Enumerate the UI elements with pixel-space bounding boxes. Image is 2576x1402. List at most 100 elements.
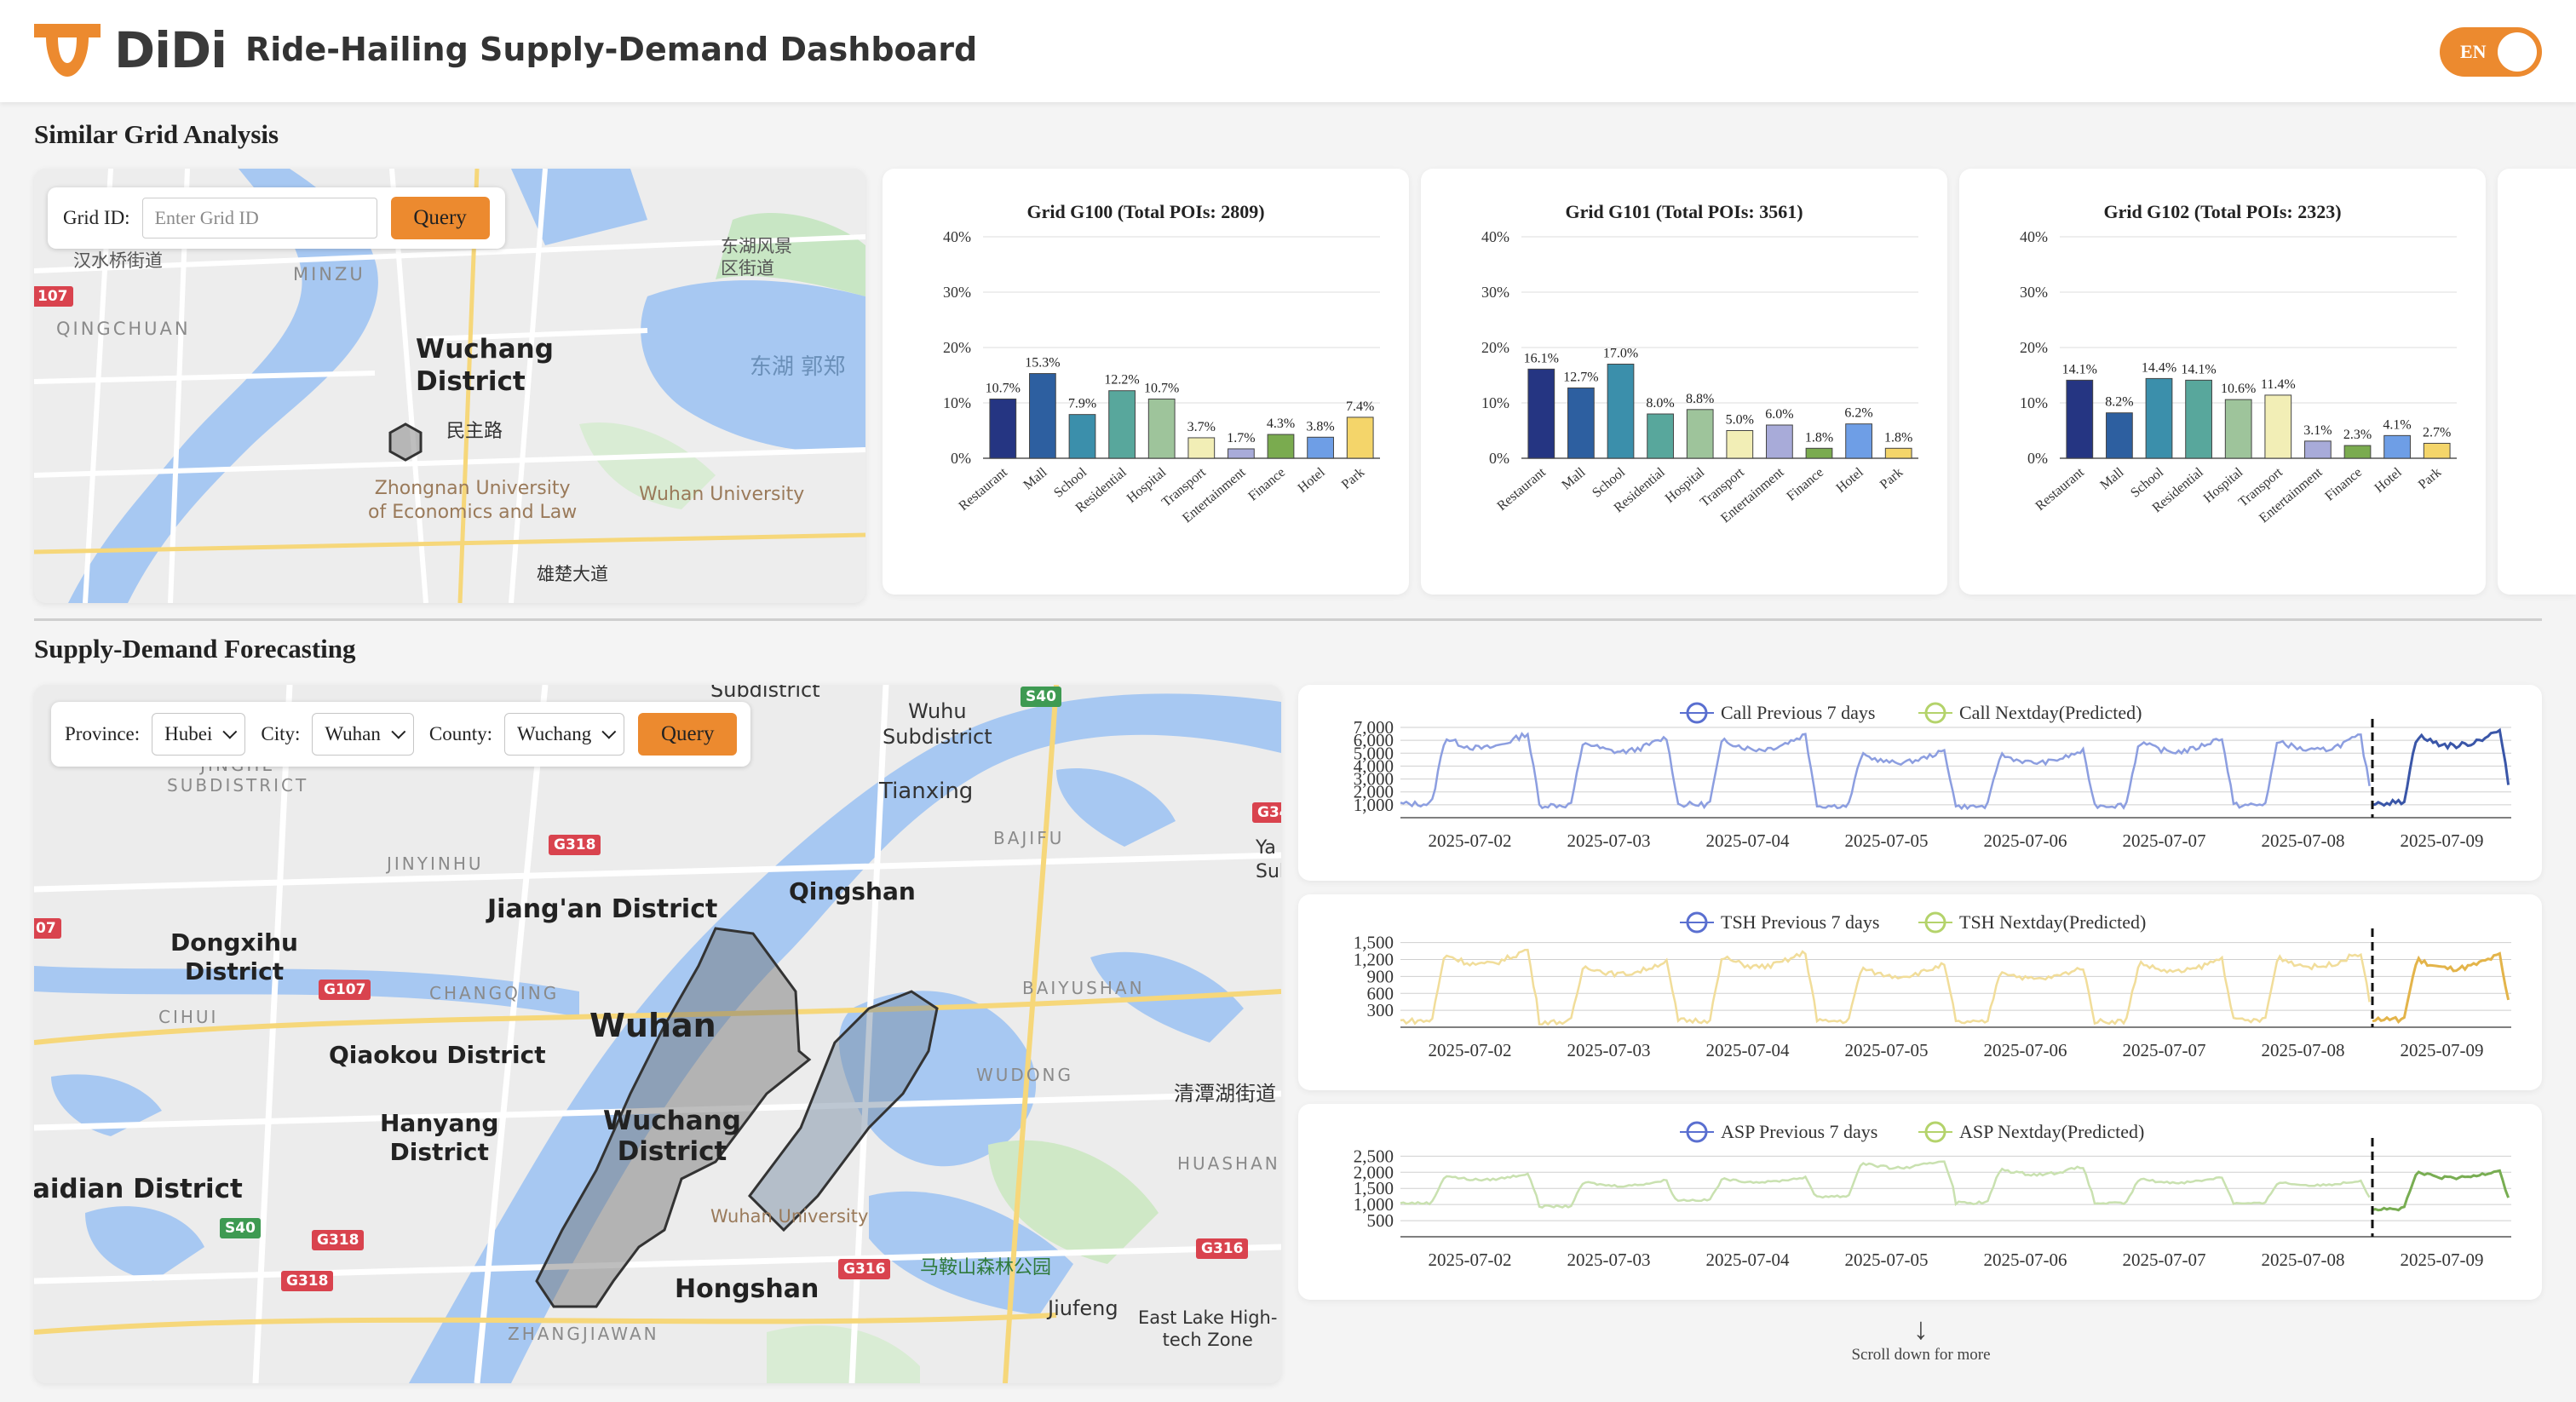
bar xyxy=(1726,430,1754,459)
bar-value-label: 14.1% xyxy=(2181,362,2216,376)
bar-value-label: 11.4% xyxy=(2261,377,2296,392)
map-label-baiyushan: BAIYUSHAN xyxy=(1022,978,1145,998)
bar xyxy=(1805,447,1833,459)
bar xyxy=(1108,390,1136,459)
map-label-dongxihu: Dongxihu District xyxy=(170,928,298,985)
map-label-changqing: CHANGQING xyxy=(429,983,560,1003)
road-shield-s40-a: S40 xyxy=(220,1218,261,1238)
grid-map[interactable]: Wuchang District MINZU QINGCHUAN 汉水桥街道 东… xyxy=(34,169,865,603)
map-label-minzu: MINZU xyxy=(293,264,365,284)
city-select-value: Wuhan xyxy=(325,723,381,744)
bar xyxy=(2304,440,2332,459)
map-label-cihui: CIHUI xyxy=(158,1007,219,1027)
bar-value-label: 12.7% xyxy=(1563,370,1598,384)
map-label-hanyang: Hanyang District xyxy=(380,1109,499,1166)
map-label-jiufeng: Jiufeng xyxy=(1048,1296,1118,1320)
scroll-hint-text: Scroll down for more xyxy=(1851,1346,1991,1364)
x-tick-label: Park xyxy=(1339,465,1367,492)
language-toggle-label: EN xyxy=(2460,41,2487,62)
bar xyxy=(1884,447,1912,459)
county-map-tiles xyxy=(34,685,1281,1383)
poi-chart-card-g101: Grid G101 (Total POIs: 3561) 0% 10% 20% 30% 4… xyxy=(1421,169,1947,595)
bar-value-label: 12.2% xyxy=(1104,373,1139,388)
x-tick-label: 2025-07-02 xyxy=(1429,1040,1512,1060)
y-tick-label: 40% xyxy=(1481,228,1509,245)
y-tick-label: 0% xyxy=(951,450,971,467)
scroll-hint[interactable]: ↓ Scroll down for more xyxy=(1814,1312,2027,1365)
bar-value-label: 10.7% xyxy=(986,381,1021,395)
didi-logo: DiDi xyxy=(32,20,227,80)
poi-chart-card-next[interactable] xyxy=(2498,169,2576,595)
bar-value-label: 8.0% xyxy=(1646,396,1674,411)
bar xyxy=(2106,412,2133,459)
series-chart-tsh: TSH Previous 7 days TSH Nextday(Predicted… xyxy=(1354,911,2511,1060)
map-label-jiangan: Jiang'an District xyxy=(487,894,718,924)
poi-chart-title: Grid G101 (Total POIs: 3561) xyxy=(1565,201,1803,222)
legend-prev-label: ASP Previous 7 days xyxy=(1721,1121,1877,1142)
map-label-subdistrict: Subdistrict xyxy=(710,685,820,702)
x-tick-label: 2025-07-09 xyxy=(2401,830,2484,851)
map-label-wuchang-district: Wuchang District xyxy=(603,1106,741,1167)
road-shield-g318-a: G318 xyxy=(549,835,601,855)
province-select[interactable]: Hubei xyxy=(152,713,246,756)
x-tick-label: Park xyxy=(2416,465,2444,492)
bar xyxy=(1686,409,1714,459)
grid-id-input[interactable] xyxy=(141,198,377,238)
bar xyxy=(1147,398,1176,459)
series-line-previous xyxy=(1400,948,2371,1026)
map-label-donghu-fengjing: 东湖风景 区街道 xyxy=(721,236,792,279)
bar xyxy=(1187,437,1216,459)
map-label-hongshan: Hongshan xyxy=(675,1274,819,1304)
y-tick-label: 5,000 xyxy=(1354,743,1394,763)
bar-value-label: 3.7% xyxy=(1187,420,1216,434)
map-label-jinyinhu: JINYINHU xyxy=(387,853,484,874)
y-tick-label: 4,000 xyxy=(1354,756,1394,776)
section-title-similar-grid: Similar Grid Analysis xyxy=(34,119,279,149)
bar xyxy=(2343,445,2372,459)
map-label-caidian: aidian District xyxy=(34,1174,243,1204)
poi-chart-title: Grid G102 (Total POIs: 2323) xyxy=(2103,201,2341,222)
series-card-call: Call Previous 7 days Call Nextday(Predict… xyxy=(1298,685,2542,881)
poi-chart-card-g100: Grid G100 (Total POIs: 2809) 0% 10% 20% 30% 4… xyxy=(883,169,1409,595)
y-tick-label: 6,000 xyxy=(1354,730,1394,750)
x-tick-label: 2025-07-06 xyxy=(1984,1040,2067,1060)
logo-text: DiDi xyxy=(114,21,227,79)
map-label-east-lake-hightech: East Lake High- tech Zone xyxy=(1138,1307,1278,1350)
series-line-predicted xyxy=(2372,1169,2510,1212)
county-select[interactable]: Wuchang xyxy=(504,713,625,756)
bar-value-label: 17.0% xyxy=(1603,347,1638,361)
y-tick-label: 10% xyxy=(943,394,971,411)
region-query-button[interactable]: Query xyxy=(638,713,738,756)
legend-prev-label: Call Previous 7 days xyxy=(1721,702,1876,723)
app-header: DiDi Ride-Hailing Supply-Demand Dashboar… xyxy=(0,0,2576,102)
bar xyxy=(2185,379,2212,459)
county-map[interactable]: Wuchang District Wuhan Jiang'an District… xyxy=(34,685,1281,1383)
map-label-ya-sub: Ya Sub xyxy=(1256,837,1281,882)
x-tick-label: 2025-07-05 xyxy=(1845,830,1929,851)
legend-next-label: Call Nextday(Predicted) xyxy=(1959,702,2142,723)
map-label-huashan: HUASHAN xyxy=(1177,1153,1280,1174)
grid-query-button[interactable]: Query xyxy=(390,197,490,239)
bar xyxy=(1766,424,1793,459)
x-tick-label: Park xyxy=(1877,465,1906,492)
section-title-forecasting: Supply-Demand Forecasting xyxy=(34,634,356,664)
chevron-down-icon xyxy=(391,724,406,739)
legend-next-label: TSH Nextday(Predicted) xyxy=(1959,911,2146,933)
city-select[interactable]: Wuhan xyxy=(312,713,414,756)
bar xyxy=(1527,368,1555,459)
bar-value-label: 3.8% xyxy=(1306,419,1334,434)
x-tick-label: Finance xyxy=(1784,465,1826,504)
y-tick-label: 0% xyxy=(1489,450,1509,467)
x-tick-label: Mall xyxy=(1559,465,1589,493)
y-tick-label: 1,500 xyxy=(1354,1178,1394,1198)
x-tick-label: 2025-07-05 xyxy=(1845,1040,1929,1060)
x-tick-label: Mall xyxy=(1021,465,1050,493)
bar xyxy=(1029,373,1056,459)
bar-value-label: 1.8% xyxy=(1884,430,1912,445)
y-tick-label: 1,000 xyxy=(1354,795,1394,815)
x-tick-label: Restaurant xyxy=(957,465,1011,514)
chevron-down-icon xyxy=(601,724,617,739)
bar-value-label: 15.3% xyxy=(1025,356,1060,371)
bar xyxy=(1228,448,1255,459)
language-toggle[interactable]: EN xyxy=(2440,27,2542,77)
